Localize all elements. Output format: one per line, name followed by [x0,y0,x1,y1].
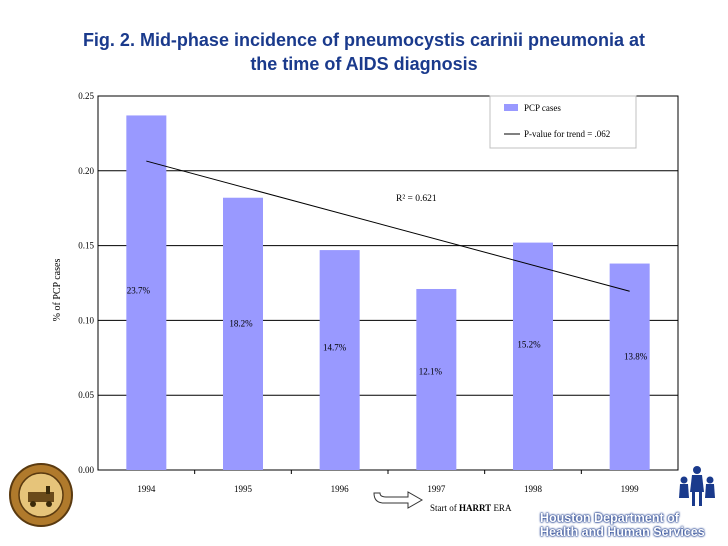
right-arrow-icon [373,491,424,509]
x-axis-ticks: 1994 1995 1996 1997 1998 1999 [137,470,639,494]
harrt-prefix: Start of [430,503,459,513]
data-label: 12.1% [419,366,443,376]
data-label: 13.8% [624,351,648,361]
y-axis-ticks: 0.00 0.05 0.10 0.15 0.20 0.25 [78,91,94,475]
legend-swatch-bar [504,104,518,111]
organization-name: Houston Department of Health and Human S… [540,511,705,539]
plot-frame [97,95,679,471]
y-tick-label: 0.20 [78,166,94,176]
data-label: 15.2% [517,339,541,349]
x-tick-label: 1998 [524,484,543,494]
city-seal-icon [9,463,73,527]
y-tick-label: 0.00 [78,465,94,475]
y-tick-label: 0.15 [78,241,94,251]
trend-line [146,160,630,292]
trend-line-group [146,160,630,292]
bar-1996 [319,250,360,470]
y-tick-label: 0.10 [78,315,94,325]
x-tick-label: 1994 [137,484,156,494]
legend-label: PCP cases [524,103,561,113]
legend-box [489,95,637,149]
bars [126,115,650,470]
x-tick-label: 1997 [427,484,446,494]
bar-1999 [609,263,650,470]
bar-1995 [223,197,263,470]
data-labels: 23.7% 18.2% 14.7% 12.1% 15.2% 13.8% [127,285,648,376]
data-label: 14.7% [323,342,347,352]
x-tick-label: 1995 [234,484,253,494]
legend: PCP cases P-value for trend = .062 [489,95,637,149]
bar-1997 [416,288,457,470]
plot-area [97,95,679,471]
x-tick-label: 1999 [621,484,640,494]
title-line-2: the time of AIDS diagnosis [250,54,478,74]
health-department-logo-icon [679,466,715,506]
y-tick-label: 0.25 [78,91,94,101]
page-title: Fig. 2. Mid-phase incidence of pneumocys… [30,28,698,76]
y-tick-label: 0.05 [78,390,94,400]
x-tick-label: 1996 [331,484,350,494]
bar-1998 [513,242,553,470]
r-squared-annotation: R² = 0.621 [396,194,437,204]
org-line-1: Houston Department of [540,511,679,525]
data-label: 23.7% [127,285,151,295]
harrt-era-note: Start of HARRT ERA [430,503,511,513]
gridlines [98,95,678,396]
title-line-1: Fig. 2. Mid-phase incidence of pneumocys… [82,30,646,50]
legend-label: P-value for trend = .062 [524,129,610,139]
harrt-bold: HARRT [459,503,492,513]
org-line-2: Health and Human Services [540,525,705,539]
y-axis-label: % of PCP cases [52,259,63,322]
data-label: 18.2% [229,318,253,328]
bar-1994 [126,115,167,470]
harrt-suffix: ERA [491,503,512,513]
